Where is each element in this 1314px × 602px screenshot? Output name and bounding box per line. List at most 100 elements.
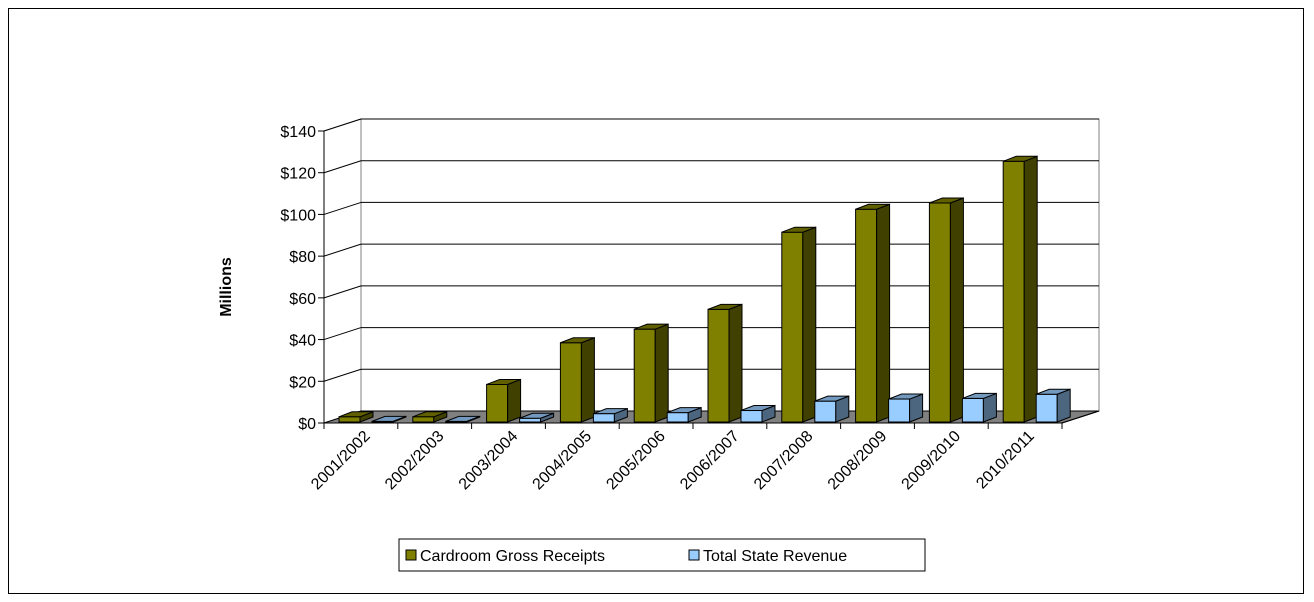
bar-front	[855, 208, 878, 423]
bar	[412, 411, 448, 423]
y-axis-title: Millions	[218, 257, 235, 317]
x-tick-label: 2005/2006	[603, 428, 669, 494]
bar-front	[592, 413, 615, 423]
bar-top	[560, 337, 595, 344]
gridline-side	[323, 368, 362, 382]
bar-side	[876, 203, 891, 423]
x-tick-label: 2008/2009	[825, 428, 891, 494]
y-tick-label: $20	[289, 374, 316, 391]
bar-front	[666, 412, 689, 423]
bar	[928, 197, 964, 423]
x-tick-label: 2001/2002	[308, 428, 374, 494]
bar-side	[654, 323, 669, 423]
bar-front	[707, 308, 730, 423]
bar-top	[814, 395, 849, 402]
bar-top	[667, 407, 702, 414]
bar	[371, 415, 407, 423]
bar-top	[634, 323, 669, 330]
legend-label: Cardroom Gross Receipts	[420, 548, 605, 565]
bar-top	[371, 415, 407, 422]
bar-side	[507, 378, 522, 423]
bar-front	[1002, 160, 1025, 423]
y-tick-label: $140	[280, 124, 316, 141]
y-tick-labels: $0 $20 $40 $60 $80 $100 $120 $140	[280, 124, 316, 433]
bar	[1035, 388, 1071, 423]
bar	[740, 404, 776, 423]
bar	[519, 412, 555, 423]
x-tick-labels: 2001/2002 2002/2003 2003/2004 2004/2005 2005…	[308, 428, 1038, 494]
bar-front	[781, 231, 804, 423]
bar-front	[486, 383, 509, 423]
bar	[486, 378, 522, 423]
bar-top	[593, 408, 628, 415]
y-tick-label: $100	[280, 207, 316, 224]
x-tick-label: 2006/2007	[677, 428, 743, 494]
bar-top	[338, 411, 374, 418]
y-tick-label: $120	[280, 166, 316, 183]
bar-side	[580, 337, 595, 423]
gridline-side	[323, 160, 362, 174]
x-tick-label: 2003/2004	[456, 428, 522, 494]
y-tick-label: $60	[289, 291, 316, 308]
bar-front	[519, 417, 542, 423]
bar	[666, 406, 702, 423]
bar-top	[519, 412, 554, 419]
bar-front	[740, 410, 763, 423]
bar-top	[1036, 388, 1071, 395]
bar-side	[802, 226, 817, 423]
legend-swatch	[688, 549, 700, 561]
bar	[559, 337, 595, 423]
bar-front	[928, 202, 951, 423]
bar-top	[740, 405, 776, 412]
bar	[888, 393, 924, 423]
x-tick-label: 2009/2010	[899, 428, 965, 494]
legend-box	[398, 538, 926, 572]
bar-front	[412, 416, 435, 423]
bar-side	[949, 197, 964, 423]
y-tick-label: $0	[298, 416, 316, 433]
bar	[338, 411, 374, 423]
x-tick-label: 2010/2011	[973, 428, 1038, 493]
bar-top	[888, 393, 923, 400]
gridline-side	[323, 201, 362, 215]
gridline-side	[323, 327, 362, 341]
bar	[855, 203, 891, 423]
bar	[633, 323, 669, 423]
bar-front	[633, 328, 656, 423]
bar-front	[961, 397, 984, 423]
bar	[707, 303, 743, 423]
chart-svg: $0 $20 $40 $60 $80 $100 $120 $140 2001/2002 2002…	[218, 118, 1100, 572]
bar-top	[781, 226, 816, 233]
gridlines	[323, 118, 1099, 382]
bar-front	[559, 342, 582, 423]
bar	[781, 226, 817, 423]
y-tick-label: $40	[289, 333, 316, 350]
gridline-side	[323, 118, 362, 132]
bar-top	[1003, 155, 1038, 162]
gridline-side	[323, 285, 362, 299]
bar	[1002, 155, 1038, 423]
axes	[318, 130, 1100, 429]
legend: Cardroom Gross Receipts Total State Reven…	[398, 538, 926, 572]
bar-front	[1035, 393, 1058, 423]
bar	[961, 392, 997, 423]
bar-front	[888, 398, 911, 423]
bar-front	[338, 416, 361, 423]
y-tick-label: $80	[289, 249, 316, 266]
x-tick-label: 2007/2008	[751, 428, 817, 494]
side-wall	[323, 118, 362, 424]
bar-top	[445, 415, 480, 422]
bar-side	[1056, 388, 1071, 423]
bar	[814, 395, 850, 423]
bars	[338, 155, 1071, 423]
legend-swatch	[405, 549, 417, 561]
bar-side	[728, 303, 743, 423]
floor-right-edge	[1061, 410, 1100, 424]
x-tick-label: 2002/2003	[382, 428, 448, 494]
bar	[445, 415, 481, 423]
x-tick-label: 2004/2005	[530, 428, 596, 494]
gridline-side	[323, 243, 362, 257]
bar-top	[962, 392, 997, 399]
bar-top	[707, 303, 743, 310]
bar	[592, 407, 628, 423]
